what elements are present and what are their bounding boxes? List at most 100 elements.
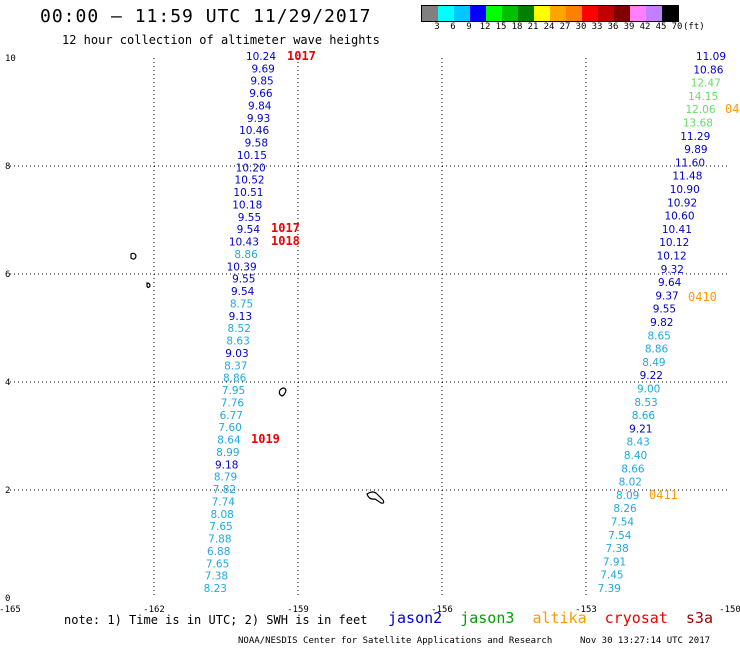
colorbar-label: (ft) (683, 22, 705, 32)
axis-tick-labels: -165 -162 -159 -156 -153 -150 0 2 4 6 8 10 (0, 54, 740, 615)
wave-height-label: 9.55 (232, 274, 255, 286)
wave-height-label: 7.95 (222, 385, 245, 397)
colorbar-swatch (646, 6, 662, 21)
pressure-label: 1017 (287, 49, 316, 63)
wave-height-label: 8.86 (645, 344, 669, 356)
wave-height-label: 8.66 (632, 410, 656, 422)
island-outline (130, 252, 137, 260)
legend-s3a: s3a (685, 609, 713, 627)
wave-height-label: 9.00 (637, 384, 660, 396)
wave-height-label: 10.52 (235, 175, 265, 187)
satellite-legend: jason2 jason3 altika cryosat s3a (388, 609, 722, 627)
colorbar-label: 24 (543, 22, 555, 32)
colorbar-label: 15 (495, 22, 507, 32)
wave-height-label: 9.54 (231, 286, 255, 298)
wave-height-label: 10.92 (667, 197, 697, 209)
colorbar-swatch (454, 6, 470, 21)
page-subtitle: 12 hour collection of altimeter wave hei… (62, 33, 380, 47)
wave-height-label: 10.86 (693, 64, 723, 76)
pass-time-label: 0411 (649, 488, 678, 502)
wave-height-label: 9.84 (248, 100, 272, 112)
colorbar-swatch (470, 6, 486, 21)
wave-height-label: 10.51 (233, 187, 263, 199)
wave-height-label: 7.76 (221, 397, 245, 409)
wave-height-label: 8.75 (230, 298, 253, 310)
colorbar-label: 3 (434, 22, 440, 32)
wave-height-label: 10.12 (657, 251, 687, 263)
pressure-label: 1019 (251, 432, 280, 446)
wave-height-label: 8.49 (642, 357, 665, 369)
lat-lon-grid (10, 58, 730, 598)
colorbar-label: 27 (559, 22, 571, 32)
lat-tick-label: 8 (5, 162, 10, 172)
wave-height-label: 9.64 (658, 277, 682, 289)
wave-height-label: 8.65 (647, 330, 670, 342)
wave-height-label: 8.66 (621, 463, 645, 475)
legend-cryosat: cryosat (604, 609, 668, 627)
wave-height-label: 9.21 (629, 423, 652, 435)
colorbar-swatch (582, 6, 598, 21)
pressure-label: 1017 (271, 221, 300, 235)
wave-height-label: 9.18 (215, 459, 238, 471)
island-outline (278, 387, 287, 397)
wave-height-label: 9.54 (237, 224, 261, 236)
wave-height-label: 9.85 (250, 76, 273, 88)
wave-height-label: 8.02 (619, 477, 642, 489)
wave-height-label: 8.86 (223, 373, 247, 385)
wave-height-label: 8.99 (216, 447, 239, 459)
lon-tick-label: -159 (287, 605, 309, 615)
pass-time-label: 0410 (688, 290, 717, 304)
wave-height-label: 14.15 (688, 91, 718, 103)
wave-height-label: 9.82 (650, 317, 673, 329)
lon-tick-label: -153 (575, 605, 597, 615)
wave-height-label: 10.24 (246, 51, 276, 63)
colorbar-label: 70 (671, 22, 683, 32)
lat-tick-label: 6 (5, 270, 10, 280)
credit-line: NOAA/NESDIS Center for Satellite Applica… (238, 636, 553, 646)
colorbar-swatch (550, 6, 566, 21)
wave-height-label: 9.32 (661, 264, 684, 276)
wave-height-label: 10.20 (236, 162, 266, 174)
footer-note: note: 1) Time is in UTC; 2) SWH is in fe… (64, 613, 368, 627)
wave-height-label: 7.45 (600, 570, 623, 582)
colorbar-swatch (486, 6, 502, 21)
colorbar-swatch (630, 6, 646, 21)
wave-height-label: 9.37 (655, 290, 678, 302)
colorbar-label: 6 (450, 22, 456, 32)
colorbar-label: 18 (511, 22, 523, 32)
lon-tick-label: -150 (719, 605, 740, 615)
lat-tick-label: 2 (5, 486, 10, 496)
wave-height-label: 7.65 (206, 558, 229, 570)
legend-jason3: jason3 (460, 609, 515, 627)
wave-height-label: 7.38 (605, 543, 628, 555)
wave-height-label: 6.77 (220, 410, 243, 422)
wave-height-label: 9.55 (653, 304, 676, 316)
altimeter-track-left: 10.249.699.859.669.849.9310.469.5810.151… (204, 51, 277, 595)
legend-jason2: jason2 (388, 609, 443, 627)
colorbar-label: 36 (607, 22, 619, 32)
legend-altika: altika (532, 609, 587, 627)
wave-height-label: 11.29 (680, 131, 710, 143)
lat-tick-label: 0 (5, 594, 10, 604)
pass-time-labels: 04 0410 0411 (649, 102, 739, 502)
wave-height-label: 9.93 (247, 113, 270, 125)
wave-height-label: 8.63 (226, 336, 249, 348)
wave-height-label: 13.68 (683, 118, 713, 130)
wave-height-label: 7.74 (212, 496, 236, 508)
wave-height-label: 8.64 (217, 435, 241, 447)
wave-height-label: 11.60 (675, 157, 705, 169)
wave-height-label: 9.55 (238, 212, 261, 224)
colorbar-swatch (598, 6, 614, 21)
island-outline (146, 282, 151, 289)
wave-height-label: 11.09 (696, 51, 726, 63)
wave-height-label: 8.86 (234, 249, 258, 261)
wave-height-label: 7.54 (608, 530, 632, 542)
wave-height-label: 9.89 (684, 144, 707, 156)
colorbar-swatch (422, 6, 438, 21)
pass-time-label: 04 (725, 102, 739, 116)
colorbar-swatch (566, 6, 582, 21)
colorbar-swatch (662, 6, 678, 21)
wave-height-label: 9.69 (251, 63, 274, 75)
wave-height-label: 6.88 (207, 546, 230, 558)
